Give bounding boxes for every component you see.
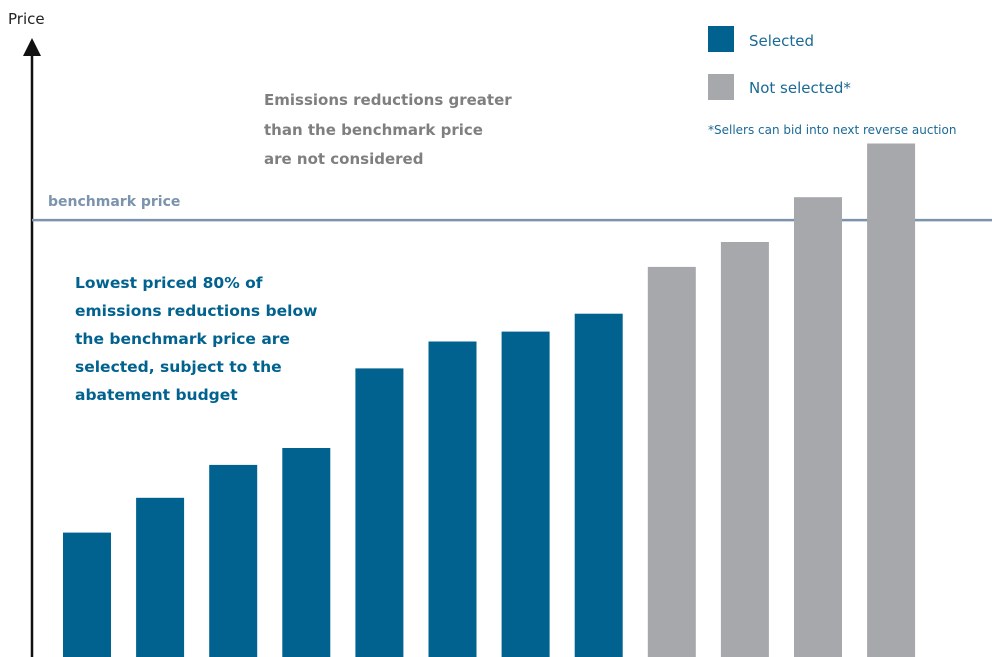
bars-group xyxy=(63,143,916,657)
legend-swatch-not-selected xyxy=(708,74,734,100)
y-axis-arrowhead xyxy=(23,38,41,56)
benchmark-label: benchmark price xyxy=(48,194,180,210)
annotation-below-line-1: Lowest priced 80% of xyxy=(75,274,263,292)
bar-2-selected xyxy=(136,497,185,657)
annotation-below-line-3: the benchmark price are xyxy=(75,330,290,348)
bar-12-not-selected xyxy=(867,143,916,657)
bar-10-not-selected xyxy=(720,242,769,657)
legend: Selected Not selected* *Sellers can bid … xyxy=(708,26,956,137)
legend-swatch-selected xyxy=(708,26,734,52)
annotation-above-line-1: Emissions reductions greater xyxy=(264,91,512,109)
bar-7-selected xyxy=(501,331,550,657)
bar-4-selected xyxy=(282,448,331,657)
annotation-below-line-2: emissions reductions below xyxy=(75,302,317,320)
legend-footnote: *Sellers can bid into next reverse aucti… xyxy=(708,123,956,137)
bar-11-not-selected xyxy=(794,197,842,657)
bar-3-selected xyxy=(209,464,258,657)
annotation-above-line-2: than the benchmark price xyxy=(264,121,483,139)
bar-8-selected xyxy=(574,313,623,657)
annotation-below-line-4: selected, subject to the xyxy=(75,358,282,376)
legend-label-not-selected: Not selected* xyxy=(749,79,851,97)
bar-5-selected xyxy=(355,368,404,657)
y-axis-label: Price xyxy=(8,10,45,28)
bar-6-selected xyxy=(428,341,477,657)
bar-1-selected xyxy=(63,532,111,657)
legend-label-selected: Selected xyxy=(749,32,814,50)
annotation-below-line-5: abatement budget xyxy=(75,386,238,404)
annotation-above-line-3: are not considered xyxy=(264,150,423,168)
bar-9-not-selected xyxy=(647,266,696,657)
